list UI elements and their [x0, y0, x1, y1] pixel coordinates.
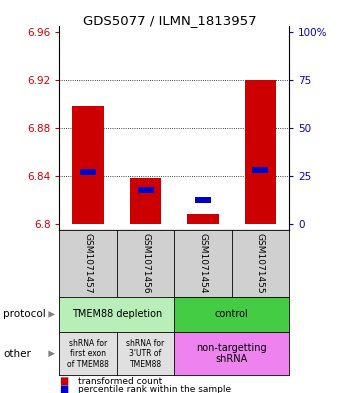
Bar: [72, 106, 104, 224]
Text: TMEM88 depletion: TMEM88 depletion: [72, 309, 162, 320]
Text: shRNA for
first exon
of TMEM88: shRNA for first exon of TMEM88: [67, 339, 109, 369]
Bar: [187, 214, 219, 224]
Text: non-targetting
shRNA: non-targetting shRNA: [196, 343, 267, 364]
Text: GSM1071457: GSM1071457: [84, 233, 93, 294]
Bar: [195, 197, 211, 203]
Text: other: other: [3, 349, 31, 359]
Text: percentile rank within the sample: percentile rank within the sample: [78, 385, 231, 393]
Text: ■: ■: [59, 384, 69, 393]
Text: protocol: protocol: [3, 309, 46, 320]
Text: control: control: [215, 309, 249, 320]
Bar: [244, 80, 276, 224]
Text: GSM1071455: GSM1071455: [256, 233, 265, 294]
Text: ■: ■: [59, 376, 69, 386]
Text: GSM1071454: GSM1071454: [199, 233, 207, 294]
Text: shRNA for
3'UTR of
TMEM88: shRNA for 3'UTR of TMEM88: [126, 339, 165, 369]
Bar: [130, 178, 162, 224]
Bar: [80, 169, 96, 175]
Text: GDS5077 / ILMN_1813957: GDS5077 / ILMN_1813957: [83, 14, 257, 27]
Text: transformed count: transformed count: [78, 377, 163, 386]
Bar: [137, 187, 154, 193]
Bar: [252, 167, 268, 173]
Text: GSM1071456: GSM1071456: [141, 233, 150, 294]
